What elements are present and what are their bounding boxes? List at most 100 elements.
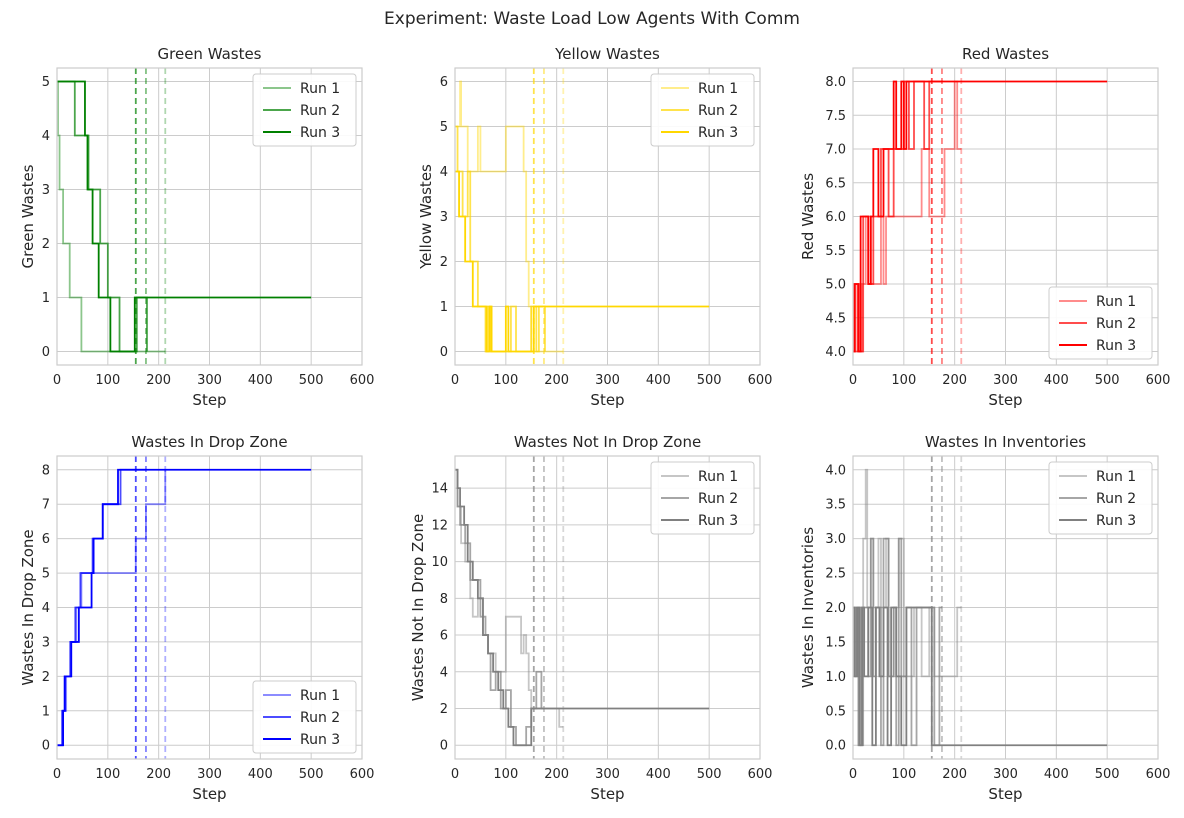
axes-frame xyxy=(56,67,363,366)
x-tick-label: 200 xyxy=(942,767,967,782)
legend-box xyxy=(650,73,755,147)
legend: Run 1 Run 2 Run 3 xyxy=(252,680,357,754)
x-tick-label: 200 xyxy=(544,767,569,782)
series-line-run-2 xyxy=(853,537,942,747)
legend-box xyxy=(252,73,357,147)
series-line-run-3 xyxy=(57,80,312,353)
y-axis-label: Wastes In Inventories xyxy=(799,527,817,688)
x-tick-label: 400 xyxy=(248,373,273,388)
y-tick-label: 5.0 xyxy=(825,278,846,293)
legend-entry: Run 1 xyxy=(698,81,738,97)
x-tick-label: 200 xyxy=(942,373,967,388)
series-line-run-3 xyxy=(57,468,312,747)
x-tick-label: 100 xyxy=(891,373,916,388)
y-tick-label: 4 xyxy=(42,129,50,144)
legend-box xyxy=(1048,461,1153,535)
y-tick-label: 6 xyxy=(440,75,448,90)
series-line-run-1 xyxy=(57,80,166,353)
subplot-notdropzone: 0 100 200 300 400 500 600 0 2 4 6 8 10 12 14 Wastes Not… xyxy=(409,433,772,803)
x-tick-label: 0 xyxy=(849,373,857,388)
x-tick-label: 400 xyxy=(646,767,671,782)
legend-entry: Run 1 xyxy=(300,81,340,97)
legend-entry: Run 2 xyxy=(698,103,738,119)
legend-entry: Run 3 xyxy=(1096,338,1136,354)
x-axis-label: Step xyxy=(988,785,1022,803)
x-tick-label: 100 xyxy=(891,767,916,782)
x-tick-label: 0 xyxy=(53,373,61,388)
y-tick-label: 0 xyxy=(440,739,448,754)
legend: Run 1 Run 2 Run 3 xyxy=(1048,286,1153,360)
y-tick-label: 0 xyxy=(42,739,50,754)
y-tick-label: 4.5 xyxy=(825,311,846,326)
x-axis-label: Step xyxy=(192,785,226,803)
legend-entry: Run 2 xyxy=(1096,316,1136,332)
subplot-red: 0 100 200 300 400 500 600 4.0 4.5 5.0 5.5 6.0 6.5 7.0… xyxy=(799,45,1170,409)
legend-entry: Run 3 xyxy=(698,125,738,141)
legend-entry: Run 1 xyxy=(698,469,738,485)
y-tick-label: 8 xyxy=(42,463,50,478)
y-tick-label: 1.5 xyxy=(825,635,846,650)
y-tick-label: 7.5 xyxy=(825,109,846,124)
y-tick-label: 7.0 xyxy=(825,143,846,158)
y-tick-label: 4 xyxy=(42,601,50,616)
x-axis-label: Step xyxy=(590,391,624,409)
y-tick-label: 1 xyxy=(440,300,448,315)
legend-box xyxy=(252,680,357,754)
x-axis-label: Step xyxy=(988,391,1022,409)
y-tick-label: 2 xyxy=(42,237,50,252)
y-tick-label: 1 xyxy=(42,704,50,719)
x-tick-label: 600 xyxy=(1146,767,1171,782)
x-tick-label: 500 xyxy=(697,373,722,388)
x-tick-label: 100 xyxy=(493,767,518,782)
x-tick-label: 300 xyxy=(595,373,620,388)
subplot-title: Red Wastes xyxy=(962,45,1049,63)
legend-entry: Run 3 xyxy=(300,732,340,748)
series-line-run-3 xyxy=(853,80,1108,353)
x-tick-label: 200 xyxy=(146,373,171,388)
legend-entry: Run 2 xyxy=(698,491,738,507)
y-tick-label: 6 xyxy=(440,629,448,644)
x-tick-label: 600 xyxy=(748,373,773,388)
series-line-run-3 xyxy=(455,468,710,747)
subplot-yellow: 0 100 200 300 400 500 600 0 1 2 3 4 5 6 Yellow Wastes S… xyxy=(417,45,772,409)
series-line-run-1 xyxy=(853,80,962,353)
legend-entry: Run 1 xyxy=(1096,294,1136,310)
y-tick-label: 14 xyxy=(431,482,448,497)
y-tick-label: 0 xyxy=(440,345,448,360)
y-axis-label: Red Wastes xyxy=(799,173,817,260)
y-tick-label: 8.0 xyxy=(825,75,846,90)
x-tick-label: 300 xyxy=(197,373,222,388)
subplot-title: Green Wastes xyxy=(158,45,262,63)
x-tick-label: 400 xyxy=(1044,767,1069,782)
y-tick-label: 2.5 xyxy=(825,567,846,582)
subplot-title: Wastes Not In Drop Zone xyxy=(514,433,701,451)
legend: Run 1 Run 2 Run 3 xyxy=(650,461,755,535)
y-tick-label: 2 xyxy=(440,255,448,270)
subplot-title: Wastes In Drop Zone xyxy=(131,433,287,451)
x-tick-label: 600 xyxy=(748,767,773,782)
x-axis-label: Step xyxy=(590,785,624,803)
series-line-run-3 xyxy=(853,606,1108,747)
y-tick-label: 3.0 xyxy=(825,532,846,547)
x-tick-label: 500 xyxy=(1095,767,1120,782)
subplot-green: 0 100 200 300 400 500 600 0 1 2 3 4 5 Green Wastes Ste… xyxy=(19,45,374,409)
x-tick-label: 200 xyxy=(544,373,569,388)
y-tick-label: 6.5 xyxy=(825,176,846,191)
y-tick-label: 6.0 xyxy=(825,210,846,225)
x-tick-label: 0 xyxy=(53,767,61,782)
y-tick-label: 6 xyxy=(42,532,50,547)
legend-entry: Run 3 xyxy=(300,125,340,141)
axes-frame xyxy=(852,455,1159,760)
y-tick-label: 3 xyxy=(440,210,448,225)
y-tick-label: 2 xyxy=(42,670,50,685)
x-tick-label: 100 xyxy=(493,373,518,388)
x-tick-label: 600 xyxy=(1146,373,1171,388)
x-tick-label: 300 xyxy=(993,767,1018,782)
y-tick-label: 7 xyxy=(42,498,50,513)
y-tick-label: 10 xyxy=(431,555,448,570)
x-tick-label: 400 xyxy=(1044,373,1069,388)
x-tick-label: 0 xyxy=(451,767,459,782)
legend-box xyxy=(1048,286,1153,360)
axes-frame xyxy=(454,67,761,366)
